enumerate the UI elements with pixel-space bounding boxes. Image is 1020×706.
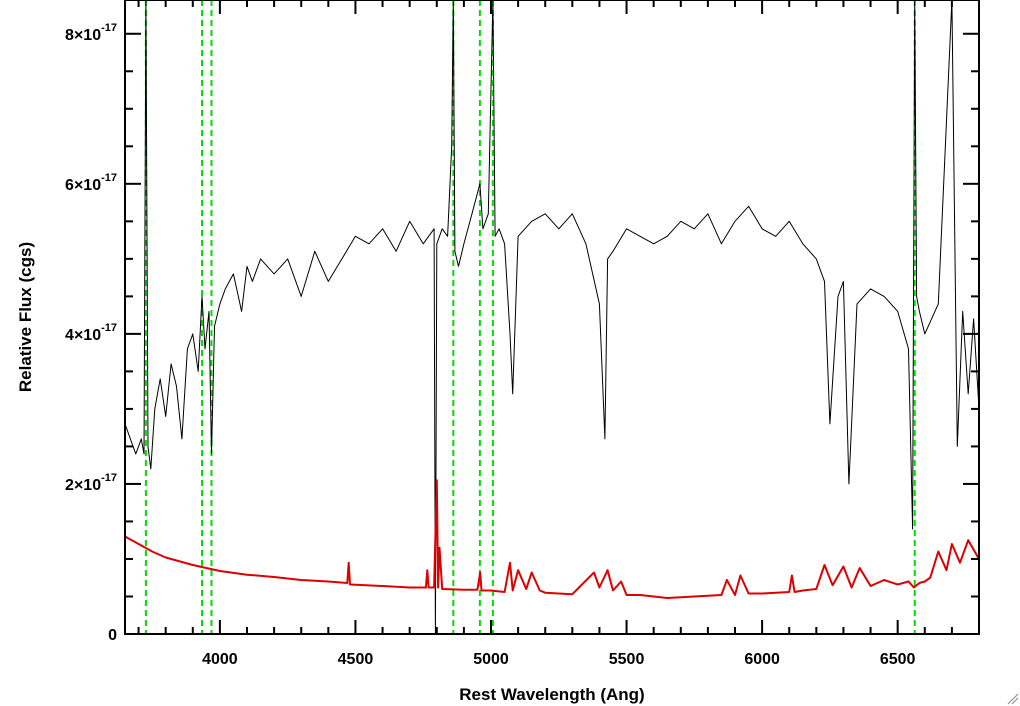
y-tick-mantissa: 4×10	[65, 327, 101, 344]
x-tick-label: 6500	[880, 651, 916, 668]
y-tick-label: 0	[108, 627, 117, 644]
reference-lines	[144, 0, 916, 634]
y-tick-exponent: -17	[101, 22, 117, 34]
y-axis-label: Relative Flux (cgs)	[16, 242, 35, 392]
y-tick-exponent: -17	[101, 172, 117, 184]
resize-grip-icon[interactable]	[1007, 693, 1019, 705]
y-tick-label: 2×10-17	[65, 472, 117, 494]
x-tick-label: 5500	[609, 651, 645, 668]
y-tick-exponent: -17	[101, 472, 117, 484]
y-tick-label: 8×10-17	[65, 22, 117, 44]
plot-frame	[124, 0, 980, 635]
y-tick-mantissa: 0	[108, 627, 117, 644]
x-tick-label: 4000	[202, 651, 238, 668]
model-spectrum-line	[124, 479, 980, 599]
series-layer	[124, 0, 980, 635]
flux-spectrum-line	[124, 0, 980, 635]
x-tick-label: 4500	[338, 651, 374, 668]
y-tick-label: 6×10-17	[65, 172, 117, 194]
y-tick-mantissa: 2×10	[65, 477, 101, 494]
axis-ticks: 4000 4500 5000 5500 6000 650002×10-174×10-176…	[65, 0, 980, 668]
x-axis-label: Rest Wavelength (Ang)	[459, 685, 644, 704]
y-tick-mantissa: 6×10	[65, 177, 101, 194]
y-tick-label: 4×10-17	[65, 322, 117, 344]
y-tick-exponent: -17	[101, 322, 117, 334]
x-tick-label: 6000	[744, 651, 780, 668]
y-tick-mantissa: 8×10	[65, 27, 101, 44]
x-tick-label: 5000	[473, 651, 509, 668]
